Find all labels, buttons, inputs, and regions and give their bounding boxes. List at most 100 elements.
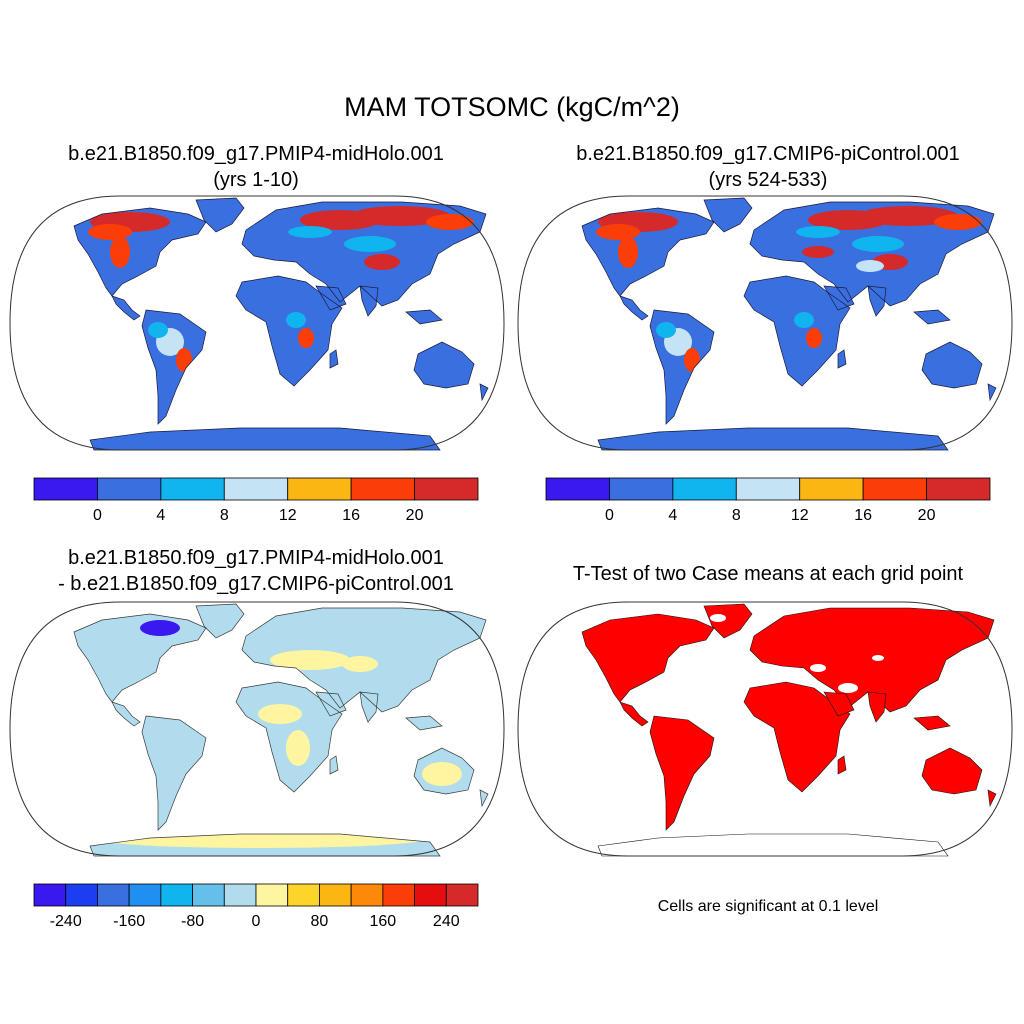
panel-title-bottom-right: T-Test of two Case means at each grid po…	[572, 563, 964, 585]
picontrol-patch-14	[802, 246, 834, 258]
panel-title-bottom-left-line1: b.e21.B1850.f09_g17.PMIP4-midHolo.001	[68, 547, 444, 569]
colorbar-picontrol-box-5	[862, 477, 927, 501]
colorbar-picontrol-box-1	[609, 477, 674, 501]
difference-land-newZealand	[480, 790, 488, 806]
panel-title-bottom-left-line2: - b.e21.B1850.f09_g17.CMIP6-piControl.00…	[58, 573, 454, 595]
midholo-land-arabia	[316, 286, 346, 310]
midholo-patch-5	[364, 254, 400, 270]
ttest-land-newZealand	[987, 789, 997, 808]
ttest-land-eurasia	[749, 607, 995, 713]
colorbar-midholo-tick-label: 20	[406, 507, 424, 524]
picontrol-patch-6	[852, 236, 904, 252]
midholo-land-antarctica	[90, 428, 440, 450]
picontrol-land-centralAmerica	[620, 296, 648, 320]
midholo-patch-3	[350, 206, 450, 226]
ttest-insignificant-3	[872, 655, 884, 661]
difference-land-madagascar	[330, 756, 338, 774]
colorbar-midholo-tick-label: 4	[156, 507, 165, 524]
main-title: MAM TOTSOMC (kgC/m^2)	[344, 92, 680, 122]
colorbar-difference-box-0	[33, 883, 67, 907]
picontrol-patch-15	[856, 260, 884, 272]
picontrol-land-australia	[922, 342, 982, 388]
midholo-land-australia	[414, 342, 474, 388]
colorbar-difference-box-13	[445, 883, 479, 907]
colorbar-midholo-tick-label: 16	[342, 507, 360, 524]
colorbar-difference: -240 -160 -80 0 80 160 240	[33, 883, 479, 930]
difference-map-border	[9, 601, 505, 857]
colorbar-midholo-box-2	[160, 477, 225, 501]
colorbar-picontrol-tick-label: 20	[918, 507, 936, 524]
colorbar-difference-box-10	[350, 883, 384, 907]
colorbar-picontrol: 0 4 8 12 16 20	[545, 477, 991, 524]
midholo-land-seAsiaIslands	[406, 310, 442, 324]
midholo-patch-11	[286, 312, 306, 328]
picontrol-patch-4	[934, 214, 982, 230]
colorbar-difference-tick-label: 0	[252, 913, 261, 930]
picontrol-land-newZealand	[988, 384, 996, 400]
colorbar-difference-tick-label: 240	[433, 913, 460, 930]
colorbar-midholo: 0 4 8 12 16 20	[33, 477, 479, 524]
ttest-land-madagascar	[837, 755, 847, 775]
difference-patch-0	[270, 650, 350, 670]
map-midholo	[9, 195, 505, 451]
midholo-land-madagascar	[330, 350, 338, 368]
colorbar-picontrol-box-0	[545, 477, 610, 501]
colorbar-picontrol-box-2	[672, 477, 737, 501]
picontrol-land-africa	[744, 276, 850, 386]
ttest-land-india	[867, 691, 887, 723]
colorbar-midholo-tick-label: 12	[279, 507, 297, 524]
colorbar-midholo-box-1	[97, 477, 162, 501]
picontrol-patch-9	[656, 322, 676, 338]
colorbar-difference-tick-label: -80	[181, 913, 204, 930]
picontrol-land-seAsiaIslands	[914, 310, 950, 324]
difference-patch-1	[258, 704, 302, 724]
colorbar-difference-box-9	[319, 883, 352, 907]
difference-patch-3	[422, 762, 462, 786]
colorbar-picontrol-box-4	[799, 477, 864, 501]
picontrol-map-border	[517, 195, 1013, 451]
colorbar-difference-tick-label: 80	[311, 913, 329, 930]
midholo-land-africa	[236, 276, 342, 386]
colorbar-picontrol-box-6	[926, 477, 991, 501]
ttest-insignificant-2	[710, 614, 726, 622]
ttest-land-centralAmerica	[619, 701, 649, 727]
picontrol-land-madagascar	[838, 350, 846, 368]
map-picontrol	[517, 195, 1013, 451]
map-difference	[9, 601, 505, 857]
picontrol-patch-1	[596, 224, 640, 240]
colorbar-picontrol-tick-label: 0	[605, 507, 614, 524]
midholo-land-centralAmerica	[112, 296, 140, 320]
colorbar-difference-box-8	[287, 883, 320, 907]
picontrol-patch-13	[618, 236, 638, 268]
difference-patch-6	[140, 620, 180, 636]
ttest-insignificant-1	[838, 683, 858, 693]
midholo-patch-12	[298, 328, 314, 348]
colorbar-midholo-box-5	[350, 477, 415, 501]
ttest-land-arabia	[823, 691, 855, 717]
ttest-land-seAsiaIslands	[913, 715, 951, 731]
ttest-land-australia	[921, 747, 983, 795]
ttest-map-border	[517, 601, 1013, 857]
picontrol-land-india	[868, 286, 886, 316]
midholo-land-newZealand	[480, 384, 488, 400]
colorbar-midholo-box-6	[414, 477, 479, 501]
picontrol-patch-11	[794, 312, 814, 328]
difference-patch-4	[342, 656, 378, 672]
difference-land-india	[360, 692, 378, 722]
difference-land-seAsiaIslands	[406, 716, 442, 730]
picontrol-patch-7	[796, 226, 840, 238]
colorbar-picontrol-box-3	[735, 477, 801, 501]
colorbar-difference-box-5	[192, 883, 225, 907]
colorbar-difference-box-6	[223, 883, 257, 907]
colorbar-difference-box-7	[255, 883, 289, 907]
colorbar-midholo-tick-label: 8	[220, 507, 229, 524]
difference-land-northAmerica	[74, 614, 206, 702]
colorbar-difference-tick-label: -240	[50, 913, 82, 930]
colorbar-picontrol-tick-label: 4	[668, 507, 677, 524]
ttest-land-greenland	[703, 603, 753, 639]
colorbar-difference-box-3	[128, 883, 162, 907]
picontrol-land-arabia	[824, 286, 854, 310]
colorbar-midholo-box-0	[33, 477, 98, 501]
midholo-patch-7	[288, 226, 332, 238]
midholo-patch-13	[110, 236, 130, 268]
